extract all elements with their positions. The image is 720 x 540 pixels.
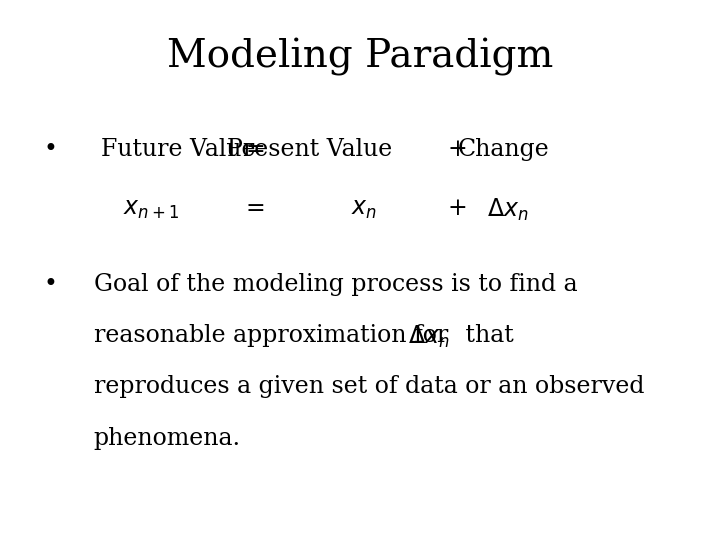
Text: +: +	[447, 138, 467, 161]
Text: •: •	[43, 138, 57, 161]
Text: =: =	[246, 138, 266, 161]
Text: reasonable approximation for: reasonable approximation for	[94, 324, 455, 347]
Text: that: that	[458, 324, 513, 347]
Text: $\Delta x_n$: $\Delta x_n$	[487, 197, 528, 224]
Text: •: •	[43, 273, 57, 296]
Text: Present Value: Present Value	[227, 138, 392, 161]
Text: $x_n$: $x_n$	[351, 197, 377, 221]
Text: reproduces a given set of data or an observed: reproduces a given set of data or an obs…	[94, 375, 644, 399]
Text: Modeling Paradigm: Modeling Paradigm	[167, 38, 553, 76]
Text: +: +	[447, 197, 467, 220]
Text: $x_{n+1}$: $x_{n+1}$	[123, 197, 179, 221]
Text: =: =	[246, 197, 266, 220]
Text: $\Delta x_n$: $\Delta x_n$	[408, 324, 450, 350]
Text: Future Value: Future Value	[101, 138, 256, 161]
Text: Goal of the modeling process is to find a: Goal of the modeling process is to find …	[94, 273, 577, 296]
Text: Change: Change	[458, 138, 550, 161]
Text: phenomena.: phenomena.	[94, 427, 240, 450]
